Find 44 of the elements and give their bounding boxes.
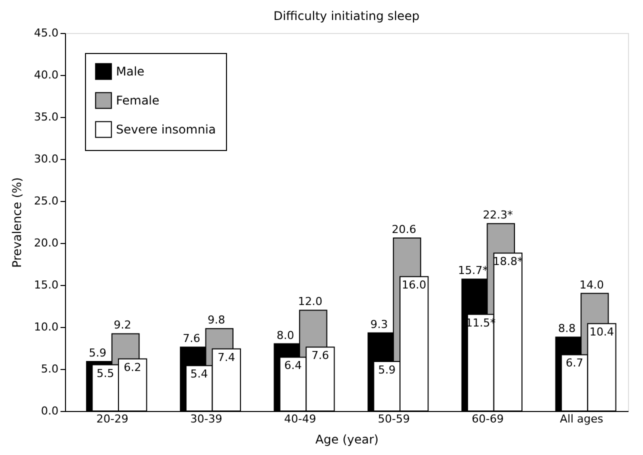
data-label: 5.4: [190, 368, 208, 381]
data-label: 6.2: [124, 360, 142, 374]
data-label: 9.8: [208, 314, 226, 327]
y-tick-label: 25.0: [34, 194, 58, 208]
x-tick-label: All ages: [560, 412, 604, 426]
y-tick-label: 45.0: [34, 26, 58, 40]
chart-title: Difficulty initiating sleep: [273, 9, 420, 23]
data-label: 7.6: [182, 332, 200, 346]
data-label: 5.9: [378, 363, 396, 376]
y-tick-label: 0.0: [41, 404, 58, 418]
data-label: 7.6: [311, 349, 329, 362]
data-label: 7.4: [218, 350, 236, 364]
legend-label: Male: [116, 64, 144, 78]
y-axis-title: Prevalence (%): [10, 177, 24, 268]
y-tick-label: 35.0: [34, 110, 58, 124]
x-tick-label: 60-69: [472, 412, 504, 426]
data-label: 6.4: [284, 359, 302, 372]
x-tick-label: 30-39: [190, 412, 222, 426]
data-label: 16.0: [402, 278, 426, 292]
data-label: 10.4: [589, 326, 614, 339]
x-tick-label: 50-59: [378, 412, 410, 426]
y-tick-label: 5.0: [41, 362, 58, 376]
x-tick-label: 40-49: [284, 412, 316, 426]
data-label: 14.0: [579, 278, 604, 292]
data-label: 15.7*: [458, 264, 488, 278]
data-label: 8.0: [276, 328, 294, 342]
x-tick-label: 20-29: [96, 412, 128, 426]
legend-label: Female: [116, 94, 160, 108]
y-tick-label: 30.0: [34, 152, 58, 166]
data-label: 8.8: [558, 322, 576, 336]
y-tick-label: 10.0: [34, 320, 58, 334]
x-axis-title: Age (year): [315, 432, 379, 446]
data-label: 6.7: [566, 356, 584, 370]
y-tick-label: 40.0: [34, 68, 58, 82]
legend-label: Severe insomnia: [116, 122, 216, 136]
y-tick-label: 20.0: [34, 236, 58, 250]
data-label: 22.3*: [482, 208, 514, 222]
data-label: 9.2: [114, 318, 132, 332]
data-label: 12.0: [298, 295, 322, 308]
data-label: 9.3: [370, 318, 388, 331]
data-label: 20.6: [392, 222, 416, 236]
data-label: 5.5: [96, 366, 114, 380]
data-label: 5.9: [88, 346, 106, 360]
y-tick-label: 15.0: [34, 278, 58, 292]
